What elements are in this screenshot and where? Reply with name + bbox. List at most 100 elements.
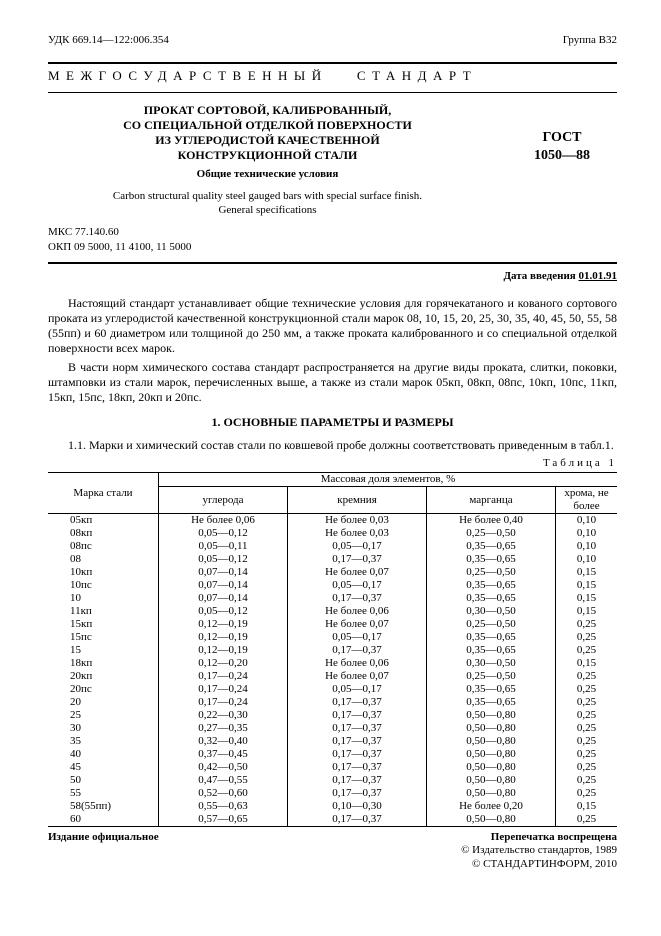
intro-para-1: Настоящий стандарт устанавливает общие т…	[48, 296, 617, 356]
table-cell: 0,17—0,24	[159, 683, 288, 696]
title-line: ПРОКАТ СОРТОВОЙ, КАЛИБРОВАННЫЙ,	[48, 103, 487, 118]
table-cell: 0,17—0,37	[288, 735, 427, 748]
table-cell: 25	[48, 709, 159, 722]
table-cell: 10кп	[48, 566, 159, 579]
table-cell: 0,17—0,37	[288, 787, 427, 800]
table-cell: 0,07—0,14	[159, 592, 288, 605]
table-row: 11кп0,05—0,12Не более 0,060,30—0,500,15	[48, 605, 617, 618]
table-cell: 0,25	[556, 631, 618, 644]
table-cell: 0,17—0,37	[288, 592, 427, 605]
table-row: 500,47—0,550,17—0,370,50—0,800,25	[48, 774, 617, 787]
table-cell: 0,05—0,17	[288, 579, 427, 592]
table-cell: 0,12—0,19	[159, 631, 288, 644]
table-cell: Не более 0,03	[288, 527, 427, 540]
mass-fraction-header: Массовая доля элементов, %	[159, 473, 618, 487]
banner-left: МЕЖГОСУДАРСТВЕННЫЙ	[48, 68, 328, 83]
intro-para-2: В части норм химического состава стандар…	[48, 360, 617, 405]
table-row: 200,17—0,240,17—0,370,35—0,650,25	[48, 696, 617, 709]
table-row: 15пс0,12—0,190,05—0,170,35—0,650,25	[48, 631, 617, 644]
title-en: Carbon structural quality steel gauged b…	[48, 190, 487, 204]
table-cell: 0,35—0,65	[427, 696, 556, 709]
gost-label: ГОСТ	[507, 129, 617, 147]
table-cell: 0,05—0,17	[288, 683, 427, 696]
footer-left: Издание официальное	[48, 831, 159, 872]
footer-right-3: © СТАНДАРТИНФОРМ, 2010	[461, 858, 617, 872]
table-cell: 20	[48, 696, 159, 709]
table-cell: 0,12—0,20	[159, 657, 288, 670]
table-cell: Не более 0,40	[427, 514, 556, 527]
table-cell: 15кп	[48, 618, 159, 631]
table-cell: Не более 0,06	[288, 657, 427, 670]
table-cell: 0,25	[556, 670, 618, 683]
table-row: 080,05—0,120,17—0,370,35—0,650,10	[48, 553, 617, 566]
table-cell: 0,42—0,50	[159, 761, 288, 774]
subtitle: Общие технические условия	[48, 168, 487, 182]
table-cell: 0,50—0,80	[427, 748, 556, 761]
table-cell: Не более 0,03	[288, 514, 427, 527]
table-cell: 0,25	[556, 683, 618, 696]
banner: МЕЖГОСУДАРСТВЕННЫЙ СТАНДАРТ	[48, 68, 617, 84]
table-cell: 0,15	[556, 657, 618, 670]
table-row: 550,52—0,600,17—0,370,50—0,800,25	[48, 787, 617, 800]
col-manganese-header: марганца	[427, 487, 556, 514]
table-cell: 0,10	[556, 553, 618, 566]
table-cell: 0,15	[556, 592, 618, 605]
table-cell: 0,17—0,37	[288, 761, 427, 774]
table-cell: 0,12—0,19	[159, 618, 288, 631]
divider	[48, 262, 617, 264]
table-cell: 15пс	[48, 631, 159, 644]
table-row: 150,12—0,190,17—0,370,35—0,650,25	[48, 644, 617, 657]
table-cell: 0,12—0,19	[159, 644, 288, 657]
table-cell: 0,50—0,80	[427, 735, 556, 748]
table-cell: 0,17—0,37	[288, 696, 427, 709]
table-cell: 60	[48, 813, 159, 826]
section-1-para: 1.1. Марки и химический состав стали по …	[48, 438, 617, 453]
table-row: 08пс0,05—0,110,05—0,170,35—0,650,10	[48, 540, 617, 553]
table-cell: 0,35—0,65	[427, 631, 556, 644]
col-silicon-header: кремния	[288, 487, 427, 514]
col-chromium-header: хрома, не более	[556, 487, 618, 514]
table-cell: 0,25	[556, 722, 618, 735]
table-cell: 20кп	[48, 670, 159, 683]
table-cell: 0,05—0,12	[159, 527, 288, 540]
title-line: СО СПЕЦИАЛЬНОЙ ОТДЕЛКОЙ ПОВЕРХНОСТИ	[48, 118, 487, 133]
table-cell: 10пс	[48, 579, 159, 592]
table-cell: 0,07—0,14	[159, 566, 288, 579]
divider	[48, 92, 617, 93]
table-row: 05кпНе более 0,06Не более 0,03Не более 0…	[48, 514, 617, 527]
table-cell: 0,15	[556, 566, 618, 579]
table-cell: 0,17—0,37	[288, 722, 427, 735]
section-1-title: 1. ОСНОВНЫЕ ПАРАМЕТРЫ И РАЗМЕРЫ	[48, 415, 617, 430]
table-cell: 0,17—0,24	[159, 670, 288, 683]
table-cell: 0,10—0,30	[288, 800, 427, 813]
table-cell: 0,22—0,30	[159, 709, 288, 722]
table-label: Таблица 1	[48, 457, 617, 471]
table-cell: 0,25	[556, 644, 618, 657]
table-cell: 0,25	[556, 709, 618, 722]
mks-code: МКС 77.140.60	[48, 225, 617, 239]
table-cell: 0,55—0,63	[159, 800, 288, 813]
group-code: Группа В32	[563, 34, 617, 48]
table-bottom-rule	[48, 826, 617, 827]
table-cell: 0,25—0,50	[427, 618, 556, 631]
table-cell: 0,27—0,35	[159, 722, 288, 735]
table-row: 20кп0,17—0,24Не более 0,070,25—0,500,25	[48, 670, 617, 683]
table-row: 350,32—0,400,17—0,370,50—0,800,25	[48, 735, 617, 748]
table-cell: 0,05—0,12	[159, 553, 288, 566]
table-row: 10кп0,07—0,14Не более 0,070,25—0,500,15	[48, 566, 617, 579]
table-cell: 11кп	[48, 605, 159, 618]
table-cell: 55	[48, 787, 159, 800]
table-cell: 0,25	[556, 774, 618, 787]
table-cell: 0,17—0,37	[288, 748, 427, 761]
table-cell: 0,17—0,37	[288, 644, 427, 657]
table-cell: 0,35—0,65	[427, 683, 556, 696]
table-cell: 0,32—0,40	[159, 735, 288, 748]
table-cell: 0,25	[556, 696, 618, 709]
table-cell: 0,17—0,37	[288, 553, 427, 566]
divider	[48, 62, 617, 64]
table-cell: 0,15	[556, 800, 618, 813]
table-cell: 0,47—0,55	[159, 774, 288, 787]
table-row: 18кп0,12—0,20Не более 0,060,30—0,500,15	[48, 657, 617, 670]
table-row: 600,57—0,650,17—0,370,50—0,800,25	[48, 813, 617, 826]
table-cell: 08	[48, 553, 159, 566]
